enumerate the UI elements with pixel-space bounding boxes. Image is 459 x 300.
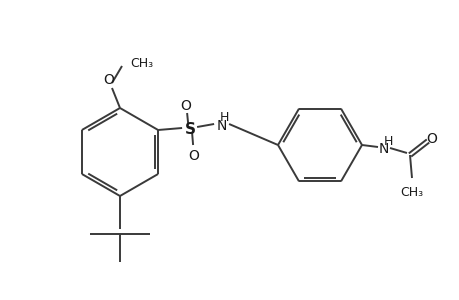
Text: N: N [378, 142, 388, 155]
Text: O: O [425, 131, 437, 146]
Text: H: H [382, 135, 392, 148]
Text: CH₃: CH₃ [400, 186, 423, 199]
Text: O: O [180, 98, 191, 112]
Text: O: O [103, 73, 114, 86]
Text: S: S [184, 122, 195, 137]
Text: H: H [219, 111, 228, 124]
Text: O: O [188, 148, 199, 163]
Text: CH₃: CH₃ [130, 57, 153, 70]
Text: N: N [217, 118, 227, 133]
